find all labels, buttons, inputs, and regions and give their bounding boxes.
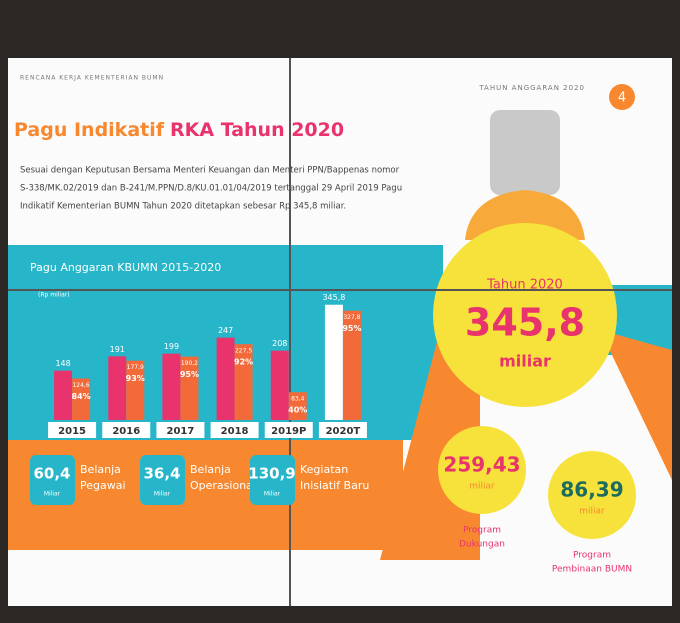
bulb-value: 345,8 <box>465 301 585 345</box>
header-right: TAHUN ANGGARAN 2020 <box>478 84 585 92</box>
value-label: 327,8 <box>343 314 360 321</box>
program-circle <box>438 426 526 514</box>
program-unit: miliar <box>579 507 605 517</box>
x-tick-label: 2020T <box>326 426 361 437</box>
beam-right <box>600 330 672 480</box>
program-label: Pembinaan BUMN <box>552 565 632 575</box>
stat-unit: Miliar <box>154 491 171 498</box>
bulb <box>433 223 617 407</box>
stat-box <box>140 455 185 505</box>
stat-value: 36,4 <box>143 465 180 483</box>
percent-label: 92% <box>234 358 253 367</box>
program-label: Dukungan <box>459 540 505 550</box>
value-label: 227,5 <box>235 348 252 355</box>
value-label: 345,8 <box>322 293 345 302</box>
bulb-unit: miliar <box>499 352 551 371</box>
category-box <box>210 422 259 438</box>
page-badge <box>609 84 635 110</box>
paragraph-line: Sesuai dengan Keputusan Bersama Menteri … <box>20 166 400 176</box>
bar <box>126 360 145 420</box>
paragraph-line: S-338/MK.02/2019 dan B-241/M.PPN/D.8/KU.… <box>20 184 402 194</box>
percent-label: 95% <box>342 324 361 333</box>
category-box <box>102 422 151 438</box>
percent-label: 93% <box>126 374 145 383</box>
stat-unit: Miliar <box>264 491 281 498</box>
unit-label: (Rp miliar) <box>38 292 70 299</box>
header-left: RENCANA KERJA KEMENTERIAN BUMN <box>20 75 164 82</box>
percent-label: 84% <box>72 392 91 401</box>
percent-label: 40% <box>288 406 307 415</box>
title-part: Pagu Indikatif <box>14 119 165 141</box>
bulb-base <box>490 110 560 195</box>
bar <box>72 378 91 420</box>
category-box <box>264 422 313 438</box>
page-number: 4 <box>618 91 626 106</box>
value-label: 199 <box>164 342 179 351</box>
percent-label: 95% <box>180 370 199 379</box>
bar <box>108 356 127 420</box>
category-box <box>48 422 97 438</box>
value-label: 177,9 <box>127 364 144 371</box>
value-label: 191 <box>110 345 125 354</box>
stat-label: Kegiatan <box>300 463 348 476</box>
category-box <box>318 422 367 438</box>
x-tick-label: 2019P <box>271 426 306 437</box>
stat-unit: Miliar <box>44 491 61 498</box>
bulb-neck <box>465 190 585 240</box>
value-label: 83,4 <box>291 396 305 403</box>
frame-bottom <box>0 606 680 623</box>
bulb-caption: Tahun 2020 <box>486 278 563 293</box>
value-label: 190,2 <box>181 360 198 367</box>
x-tick-label: 2016 <box>112 426 140 437</box>
bar <box>342 310 361 420</box>
value-label: 247 <box>218 326 233 335</box>
chart-title: Pagu Anggaran KBUMN 2015-2020 <box>30 261 221 274</box>
stat-label: Belanja <box>190 463 231 476</box>
bar <box>288 392 307 420</box>
value-label: 208 <box>272 339 287 348</box>
bar <box>54 370 73 420</box>
program-value: 259,43 <box>443 453 520 477</box>
stat-value: 60,4 <box>33 465 70 483</box>
value-label: 148 <box>55 359 70 368</box>
category-box <box>156 422 205 438</box>
program-label: Program <box>463 526 501 536</box>
x-tick-label: 2018 <box>221 426 249 437</box>
stat-box <box>30 455 75 505</box>
x-tick-label: 2015 <box>58 426 86 437</box>
bar <box>324 304 343 420</box>
value-label: 124,6 <box>72 382 89 389</box>
program-unit: miliar <box>469 482 495 492</box>
bar <box>180 356 199 420</box>
bar <box>162 353 181 420</box>
stat-label: Pegawai <box>80 479 126 492</box>
x-tick-label: 2017 <box>166 426 194 437</box>
stat-label: Inisiatif Baru <box>300 479 369 492</box>
bar <box>270 350 289 420</box>
stat-label: Belanja <box>80 463 121 476</box>
program-circle <box>548 451 636 539</box>
stat-box <box>250 455 295 505</box>
title: Pagu Indikatif RKA Tahun 2020 <box>14 119 344 141</box>
title-part: RKA Tahun 2020 <box>170 119 344 141</box>
paragraph-line: Indikatif Kementerian BUMN Tahun 2020 di… <box>20 202 346 212</box>
program-label: Program <box>573 551 611 561</box>
stat-value: 130,9 <box>248 465 295 483</box>
frame-top <box>0 0 680 58</box>
stat-label: Operasional <box>190 479 256 492</box>
bar <box>234 344 253 420</box>
program-value: 86,39 <box>560 478 623 502</box>
bar <box>216 337 235 420</box>
